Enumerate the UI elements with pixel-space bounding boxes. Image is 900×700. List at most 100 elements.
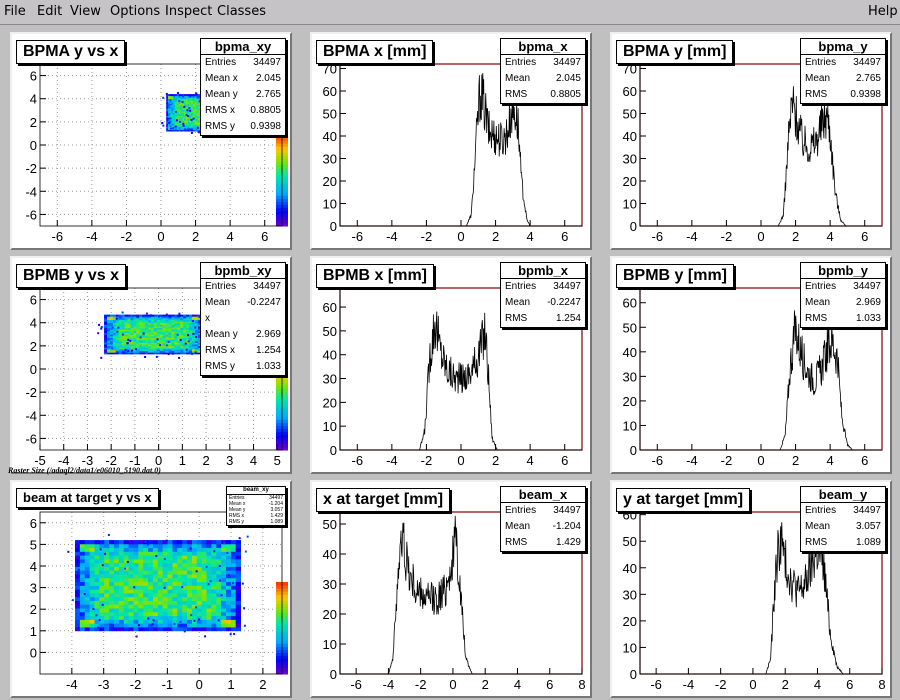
pad-bpma_x[interactable]: -6 -4 -2 0 2 4 6 0 10 20 30 40 50 60 70 BPMA x [mm] bpma… <box>310 32 592 250</box>
menu-classes[interactable]: Classes <box>217 4 266 19</box>
menu-view[interactable]: View <box>70 4 101 19</box>
heatmap-cell <box>223 542 226 545</box>
heatmap-cell <box>167 555 173 560</box>
heatmap-cell <box>142 349 146 352</box>
heatmap-cell <box>191 98 194 101</box>
stats-row: Mean -1.204 <box>501 519 585 535</box>
heatmap-cell <box>182 555 188 560</box>
heatmap-cell <box>216 585 222 590</box>
heatmap-cell <box>175 120 178 123</box>
heatmap-cell <box>104 337 108 340</box>
heatmap-cell <box>153 332 158 335</box>
heatmap-cell <box>190 614 193 617</box>
plot-title: BPMB y [mm] <box>616 264 735 288</box>
heatmap-cell <box>191 112 194 115</box>
stats-name: beam_xy <box>227 487 285 495</box>
menu-options[interactable]: Options <box>110 4 161 19</box>
heatmap-cell <box>189 106 192 109</box>
pad-bpma_y[interactable]: -6 -4 -2 0 2 4 6 0 10 20 30 40 50 60 70 BPMA y [mm] bpma… <box>610 32 892 250</box>
y-tick-label: 60 <box>623 84 637 99</box>
heatmap-cell <box>183 314 187 317</box>
heatmap-cell <box>172 558 178 564</box>
heatmap-cell <box>169 100 172 103</box>
heatmap-cell <box>121 322 125 325</box>
heatmap-cell <box>104 627 110 632</box>
heatmap-cell <box>196 111 199 113</box>
heatmap-cell <box>179 620 182 623</box>
heatmap-cell <box>133 316 137 319</box>
heatmap-cell <box>157 593 164 598</box>
heatmap-cell <box>136 335 140 338</box>
heatmap-cell <box>191 123 194 126</box>
stats-row: Mean x -1.204 <box>227 501 285 507</box>
heatmap-cell <box>99 623 105 628</box>
heatmap-cell <box>157 623 164 628</box>
stats-box: bpmb_x Entries 34497 Mean -0.2247 RMS 1.254 <box>500 262 586 328</box>
heatmap-cell <box>187 100 190 103</box>
stats-key: Entries <box>205 281 237 292</box>
menu-edit[interactable]: Edit <box>37 4 63 19</box>
menu-file[interactable]: File <box>4 4 26 19</box>
heatmap-cell <box>127 322 131 325</box>
stats-row: Entries 34497 <box>501 279 585 295</box>
heatmap-cell <box>246 535 249 538</box>
heatmap-cell <box>139 321 143 324</box>
heatmap-cell <box>183 118 187 121</box>
heatmap-cell <box>183 334 187 337</box>
stats-value: 2.045 <box>255 73 281 84</box>
heatmap-cell <box>106 334 111 337</box>
heatmap-cell <box>138 585 144 590</box>
heatmap-cell <box>185 120 188 123</box>
heatmap-cell <box>192 121 196 124</box>
pad-bpmb_y[interactable]: -6 -4 -2 0 2 4 6 0 10 20 30 40 50 60 BPMB y [mm] bpmb_y… <box>610 256 892 474</box>
heatmap-cell <box>128 600 134 605</box>
heatmap-cell <box>177 581 183 586</box>
heatmap-cell <box>176 129 180 132</box>
pad-beam_x[interactable]: -6 -4 -2 0 2 4 6 8 0 10 20 30 40 50 x at target [mm] be… <box>310 480 592 698</box>
stats-row: Entries 34497 <box>801 503 885 519</box>
stats-name: bpma_y <box>801 39 885 55</box>
heatmap-cell <box>145 316 149 319</box>
heatmap-cell <box>216 574 222 579</box>
heatmap-cell <box>123 589 129 594</box>
x-tick-label: 2 <box>792 229 799 244</box>
heatmap-cell <box>225 574 232 579</box>
heatmap-cell <box>173 107 176 110</box>
pad-bpmb_xy[interactable]: 121086420-5-4-3-2-1012345-6-4-20246BPMB … <box>10 256 292 474</box>
heatmap-cell <box>201 619 207 624</box>
heatmap-cell <box>124 329 128 332</box>
heatmap-cell <box>145 352 149 355</box>
pad-bpmb_x[interactable]: -6 -4 -2 0 2 4 6 0 10 20 30 40 50 60 BPMB x [mm] bpmb_x… <box>310 256 592 474</box>
heatmap-cell <box>183 129 187 132</box>
heatmap-cell <box>118 339 123 342</box>
menu-help[interactable]: Help <box>868 4 898 19</box>
stats-key: Entries <box>505 57 537 68</box>
heatmap-cell <box>172 619 178 624</box>
heatmap-cell <box>152 547 159 552</box>
heatmap-cell <box>196 566 203 571</box>
y-tick-label: 0 <box>30 362 37 377</box>
heatmap-cell <box>192 129 196 132</box>
heatmap-cell <box>89 604 95 609</box>
heatmap-cell <box>167 98 171 101</box>
pad-beam_y[interactable]: -6 -4 -2 0 2 4 6 8 0 10 20 30 40 50 60 y at target [mm]… <box>610 480 892 698</box>
heatmap-cell <box>145 339 149 342</box>
heatmap-cell <box>216 558 222 564</box>
heatmap-cell <box>167 120 171 123</box>
heatmap-cell <box>187 566 193 571</box>
heatmap-cell <box>180 314 184 317</box>
heatmap-cell <box>112 347 117 350</box>
heatmap-cell <box>109 570 115 575</box>
heatmap-cell <box>104 615 110 620</box>
menu-inspect[interactable]: Inspect <box>165 4 213 19</box>
heatmap-cell <box>79 555 86 560</box>
heatmap-cell <box>178 356 181 359</box>
heatmap-cell <box>77 568 80 571</box>
heatmap-cell <box>109 623 115 628</box>
heatmap-cell <box>115 314 120 317</box>
x-tick-label: -2 <box>721 453 733 468</box>
